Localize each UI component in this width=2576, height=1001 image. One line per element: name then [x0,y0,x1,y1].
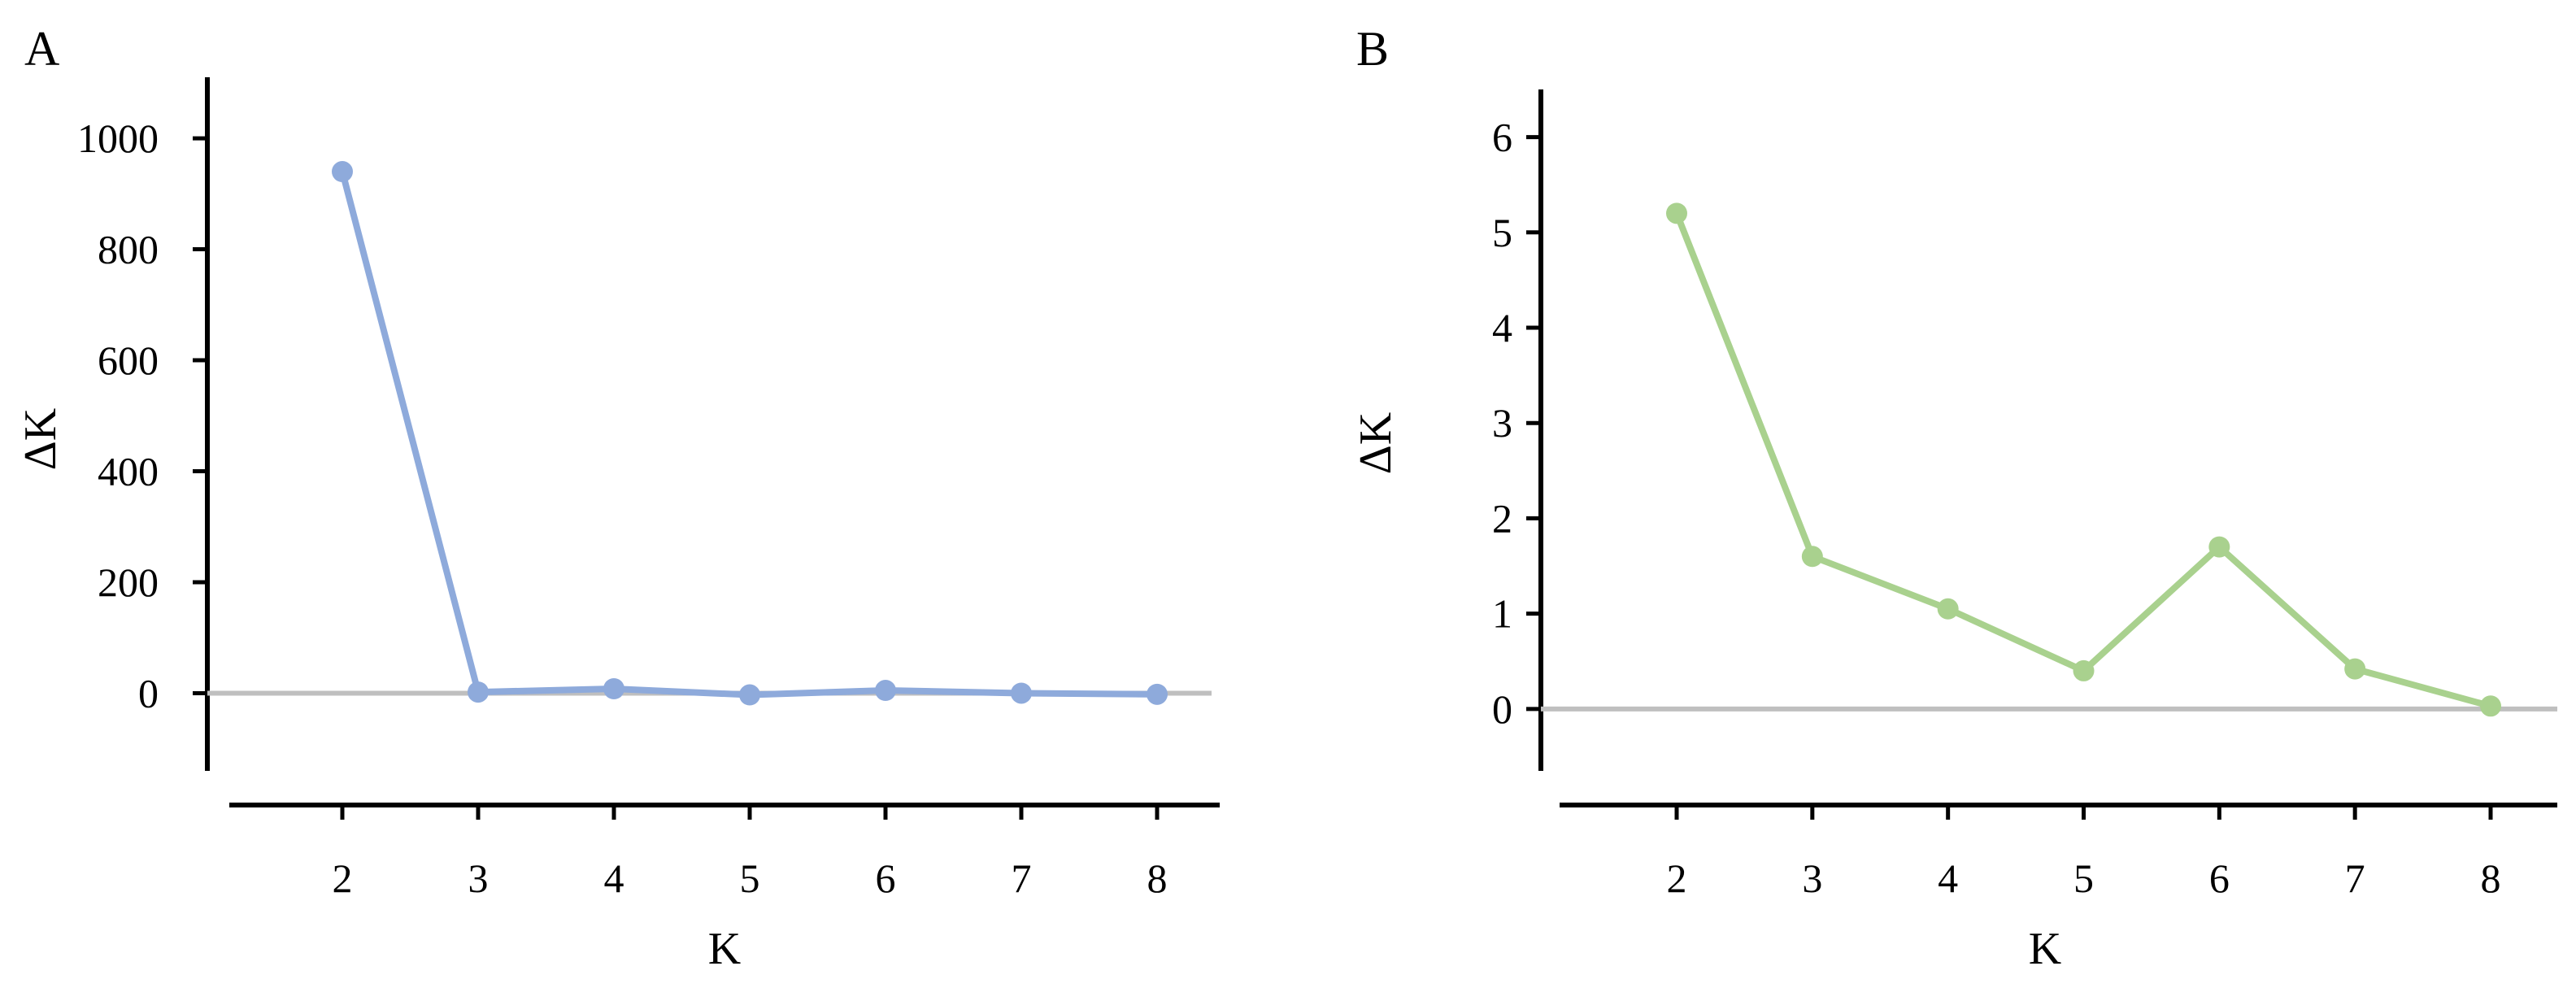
panel-b-point-k2 [1666,202,1687,224]
panel-a-x-tick-label-6: 8 [1147,855,1168,901]
panel-a-x-tick-label-0: 2 [333,855,353,901]
panel-a-letter: A [24,22,59,76]
panel-a-point-k3 [468,681,489,703]
panel-b-series-line [1673,211,2492,710]
panel-a-x-axis-title: K [708,924,741,974]
panel-b-x-tick-label-0: 2 [1667,855,1687,901]
panel-b-point-k6 [2208,536,2230,558]
panel-a-point-k8 [1147,683,1168,705]
panel-a-y-tick-label-1: 200 [98,559,159,605]
panel-b-x-tick-label-3: 5 [2073,855,2094,901]
panel-b-point-k8 [2480,695,2501,717]
panel-a-y-tick-label-4: 800 [98,227,159,272]
panel-a-x-tick-label-2: 4 [604,855,624,901]
panel-a-point-k2 [332,161,353,183]
panel-b-y-tick-label-0: 0 [1492,686,1512,732]
panel-b-x-tick-label-5: 7 [2345,855,2365,901]
panel-b-x-ticks: 2 3 4 5 6 7 8 [1667,805,2501,901]
panel-b-y-axis-title: ΔK [1351,412,1401,474]
panel-b-points [1666,202,2501,717]
panel-b-y-ticks: 0 1 2 3 4 5 6 [1492,115,1541,732]
panel-a-x-tick-label-5: 7 [1012,855,1032,901]
panel-b-x-tick-label-4: 6 [2209,855,2230,901]
panel-a-x-tick-label-1: 3 [468,855,489,901]
panel-b-x-tick-label-6: 8 [2481,855,2501,901]
panel-b-point-k3 [1801,546,1823,568]
panel-b-y-tick-label-1: 1 [1492,591,1512,637]
panel-a-y-tick-label-5: 1000 [77,115,159,161]
chart-panel-b: B 0 1 2 3 4 5 6 2 3 4 5 6 7 8 K ΔK [1351,22,2557,974]
panel-a-y-tick-label-3: 600 [98,337,159,383]
chart-panel-a: A 0 200 400 600 800 1000 2 3 4 5 6 7 8 K ΔK [15,22,1220,974]
panel-b-x-tick-label-2: 4 [1938,855,1958,901]
panel-a-series-line [339,170,1158,699]
panel-b-point-k7 [2344,658,2366,680]
panel-b-y-tick-label-3: 3 [1492,400,1512,446]
panel-b-y-tick-label-5: 5 [1492,210,1512,255]
panel-a-point-k7 [1011,682,1032,704]
panel-b-letter: B [1356,22,1389,76]
panel-a-y-tick-label-2: 400 [98,449,159,494]
panel-a-points [332,161,1168,706]
panel-b-x-tick-label-1: 3 [1802,855,1822,901]
panel-a-x-ticks: 2 3 4 5 6 7 8 [333,805,1168,901]
panel-b-point-k5 [2073,659,2095,681]
panel-b-x-axis-title: K [2029,924,2061,974]
panel-a-x-tick-label-4: 6 [876,855,896,901]
panel-b-point-k4 [1937,598,1959,620]
panel-a-y-ticks: 0 200 400 600 800 1000 [77,115,207,716]
panel-a-x-tick-label-3: 5 [740,855,760,901]
panel-a-point-k4 [603,678,624,700]
panel-a-point-k5 [739,684,760,706]
panel-a-point-k6 [875,680,896,702]
panel-a-y-tick-label-0: 0 [138,670,159,716]
panel-a-y-axis-title: ΔK [15,408,66,470]
panel-b-y-tick-label-6: 6 [1492,115,1512,160]
panel-b-y-tick-label-2: 2 [1492,495,1512,541]
panel-b-y-tick-label-4: 4 [1492,305,1512,350]
